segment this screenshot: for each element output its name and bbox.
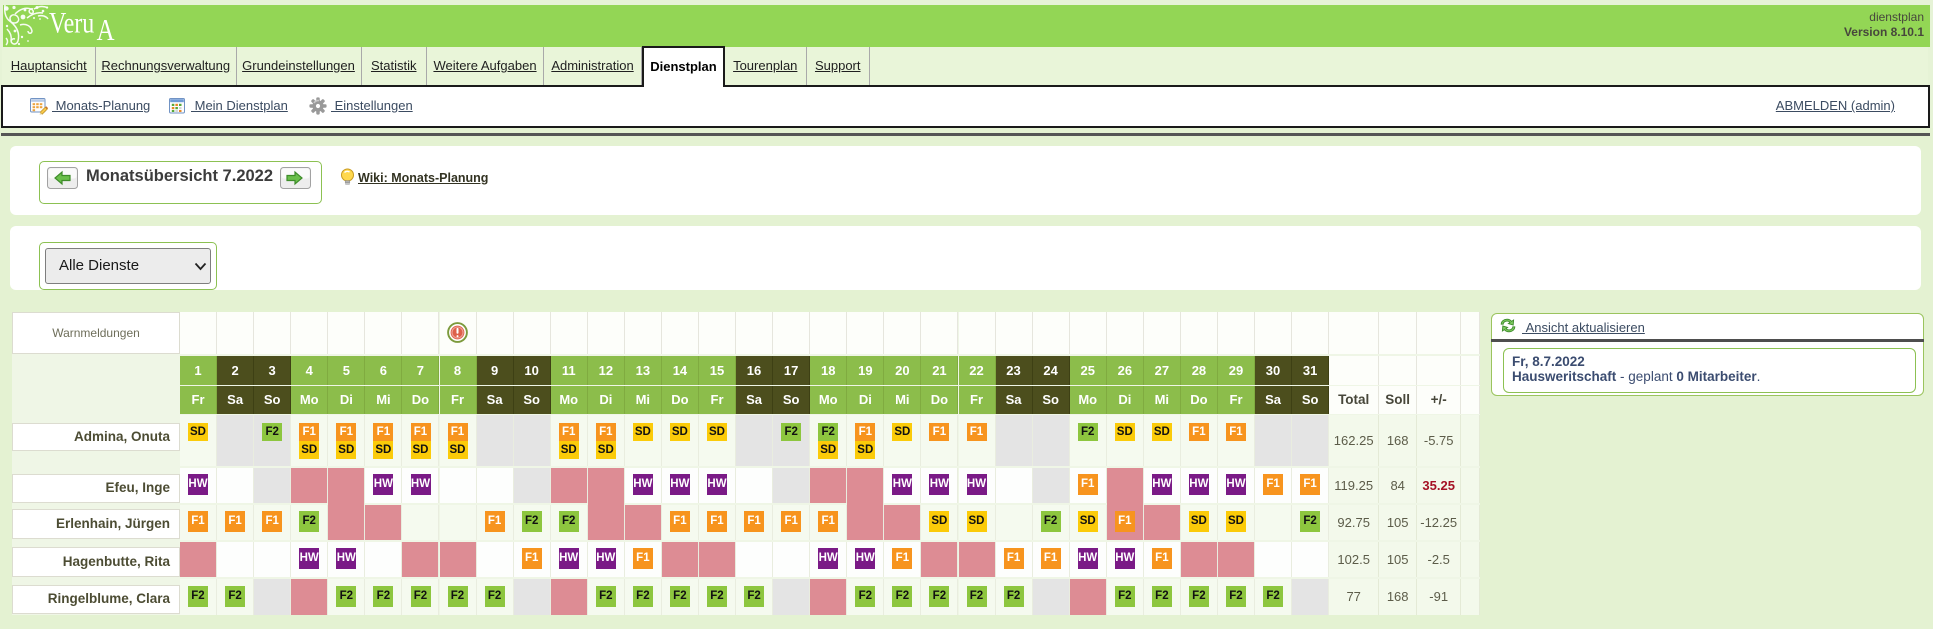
svg-text:Veru: Veru — [49, 6, 95, 39]
svg-text:A: A — [97, 13, 116, 47]
